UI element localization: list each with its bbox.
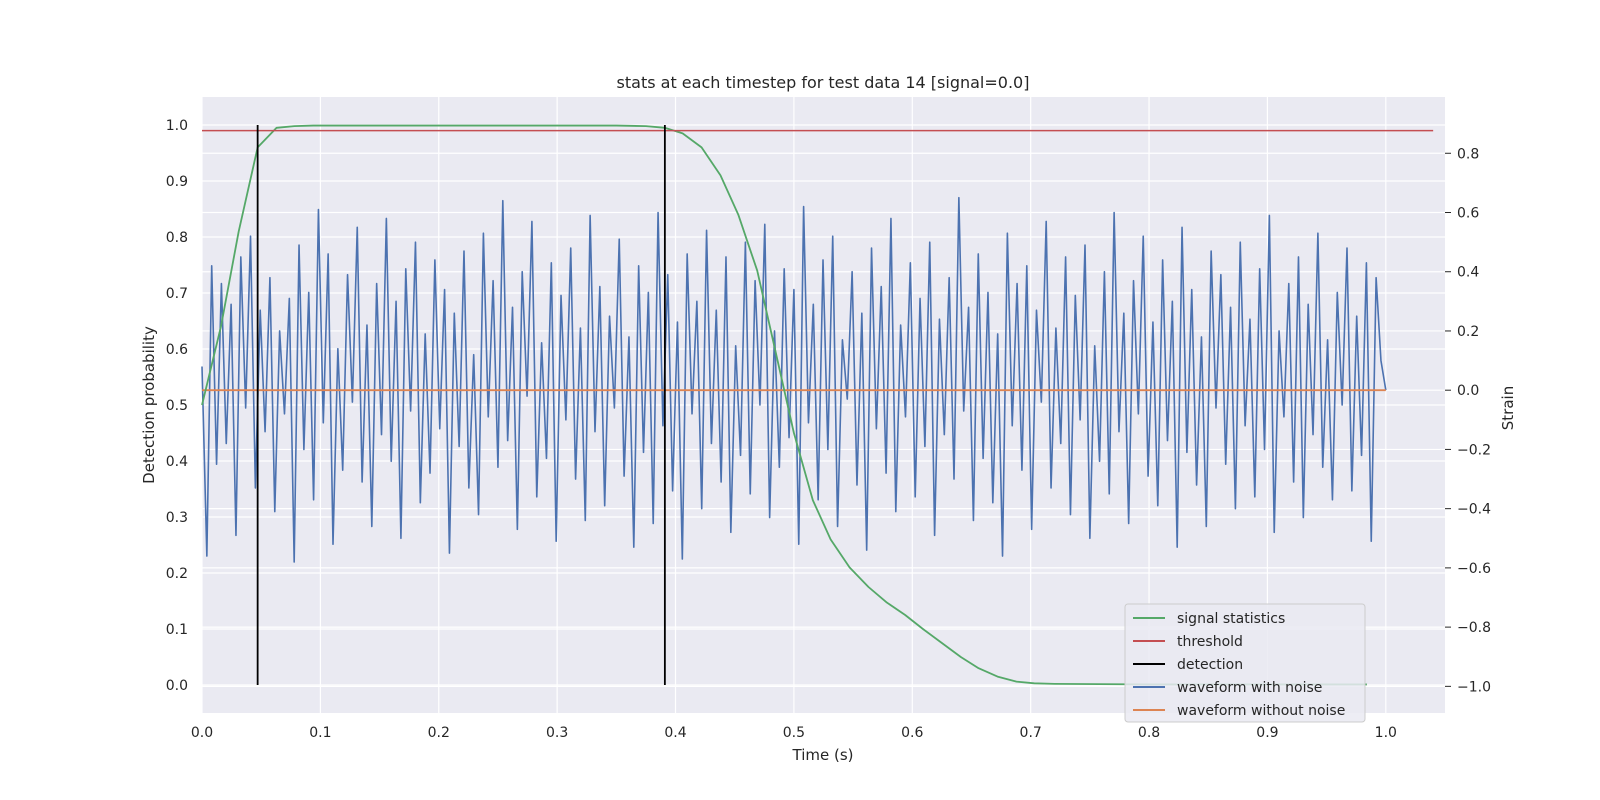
x-tick-label: 0.6 — [901, 725, 923, 741]
legend-label: threshold — [1177, 634, 1243, 650]
y-axis-right: −1.0 −0.8 −0.6 −0.4 −0.2 0.0 0.2 0.4 0.6 0.8 — [1445, 146, 1491, 695]
legend-label: waveform with noise — [1177, 680, 1322, 696]
y-right-tick-label: −0.8 — [1457, 620, 1491, 636]
y-right-tick-label: 0.8 — [1457, 146, 1479, 162]
x-tick-label: 0.5 — [783, 725, 805, 741]
legend-label: signal statistics — [1177, 611, 1285, 627]
waveform-with-noise-line — [201, 196, 1387, 563]
x-tick-label: 1.0 — [1375, 725, 1397, 741]
y-right-tick-label: −0.2 — [1457, 442, 1491, 458]
y-right-tick-label: −1.0 — [1457, 679, 1491, 695]
y-left-tick-label: 0.7 — [166, 286, 188, 302]
x-tick-label: 0.0 — [191, 725, 213, 741]
y-left-tick-label: 0.9 — [166, 174, 188, 190]
signal-statistics-line — [201, 124, 1367, 686]
legend-label: waveform without noise — [1177, 703, 1345, 719]
y-right-tick-label: 0.6 — [1457, 206, 1479, 222]
y-left-tick-label: 0.2 — [166, 566, 188, 582]
y-right-tick-label: −0.4 — [1457, 502, 1491, 518]
y-axis-left: 0.0 0.1 0.2 0.3 0.4 0.5 0.6 0.7 0.8 0.9 1.0 — [166, 118, 188, 694]
y-left-tick-label: 0.8 — [166, 230, 188, 246]
x-tick-label: 0.3 — [546, 725, 568, 741]
y-left-tick-label: 0.1 — [166, 622, 188, 638]
y-axis-left-label: Detection probability — [140, 326, 158, 484]
y-left-tick-label: 0.6 — [166, 342, 188, 358]
y-right-tick-label: 0.2 — [1457, 324, 1479, 340]
y-left-tick-label: 0.3 — [166, 510, 188, 526]
y-right-tick-label: 0.4 — [1457, 265, 1479, 281]
legend: signal statistics threshold detection wavef… — [1124, 603, 1366, 723]
x-axis: 0.0 0.1 0.2 0.3 0.4 0.5 0.6 0.7 0.8 0.9 1.0 — [191, 725, 1397, 741]
y-left-tick-label: 0.5 — [166, 398, 188, 414]
series-layer — [201, 124, 1434, 686]
legend-box — [1124, 603, 1366, 723]
y-left-tick-label: 0.4 — [166, 454, 188, 470]
x-axis-label: Time (s) — [792, 746, 854, 764]
y-right-tick-label: −0.6 — [1457, 561, 1491, 577]
x-tick-label: 0.8 — [1138, 725, 1160, 741]
x-tick-label: 0.7 — [1020, 725, 1042, 741]
x-tick-label: 0.9 — [1256, 725, 1278, 741]
y-right-tick-label: 0.0 — [1457, 383, 1479, 399]
x-tick-label: 0.2 — [428, 725, 450, 741]
y-left-tick-label: 0.0 — [166, 678, 188, 694]
x-tick-label: 0.1 — [309, 725, 331, 741]
y-left-tick-label: 1.0 — [166, 118, 188, 134]
chart-title: stats at each timestep for test data 14 … — [617, 73, 1030, 92]
x-tick-label: 0.4 — [664, 725, 686, 741]
y-axis-right-label: Strain — [1499, 386, 1517, 430]
legend-label: detection — [1177, 657, 1243, 673]
